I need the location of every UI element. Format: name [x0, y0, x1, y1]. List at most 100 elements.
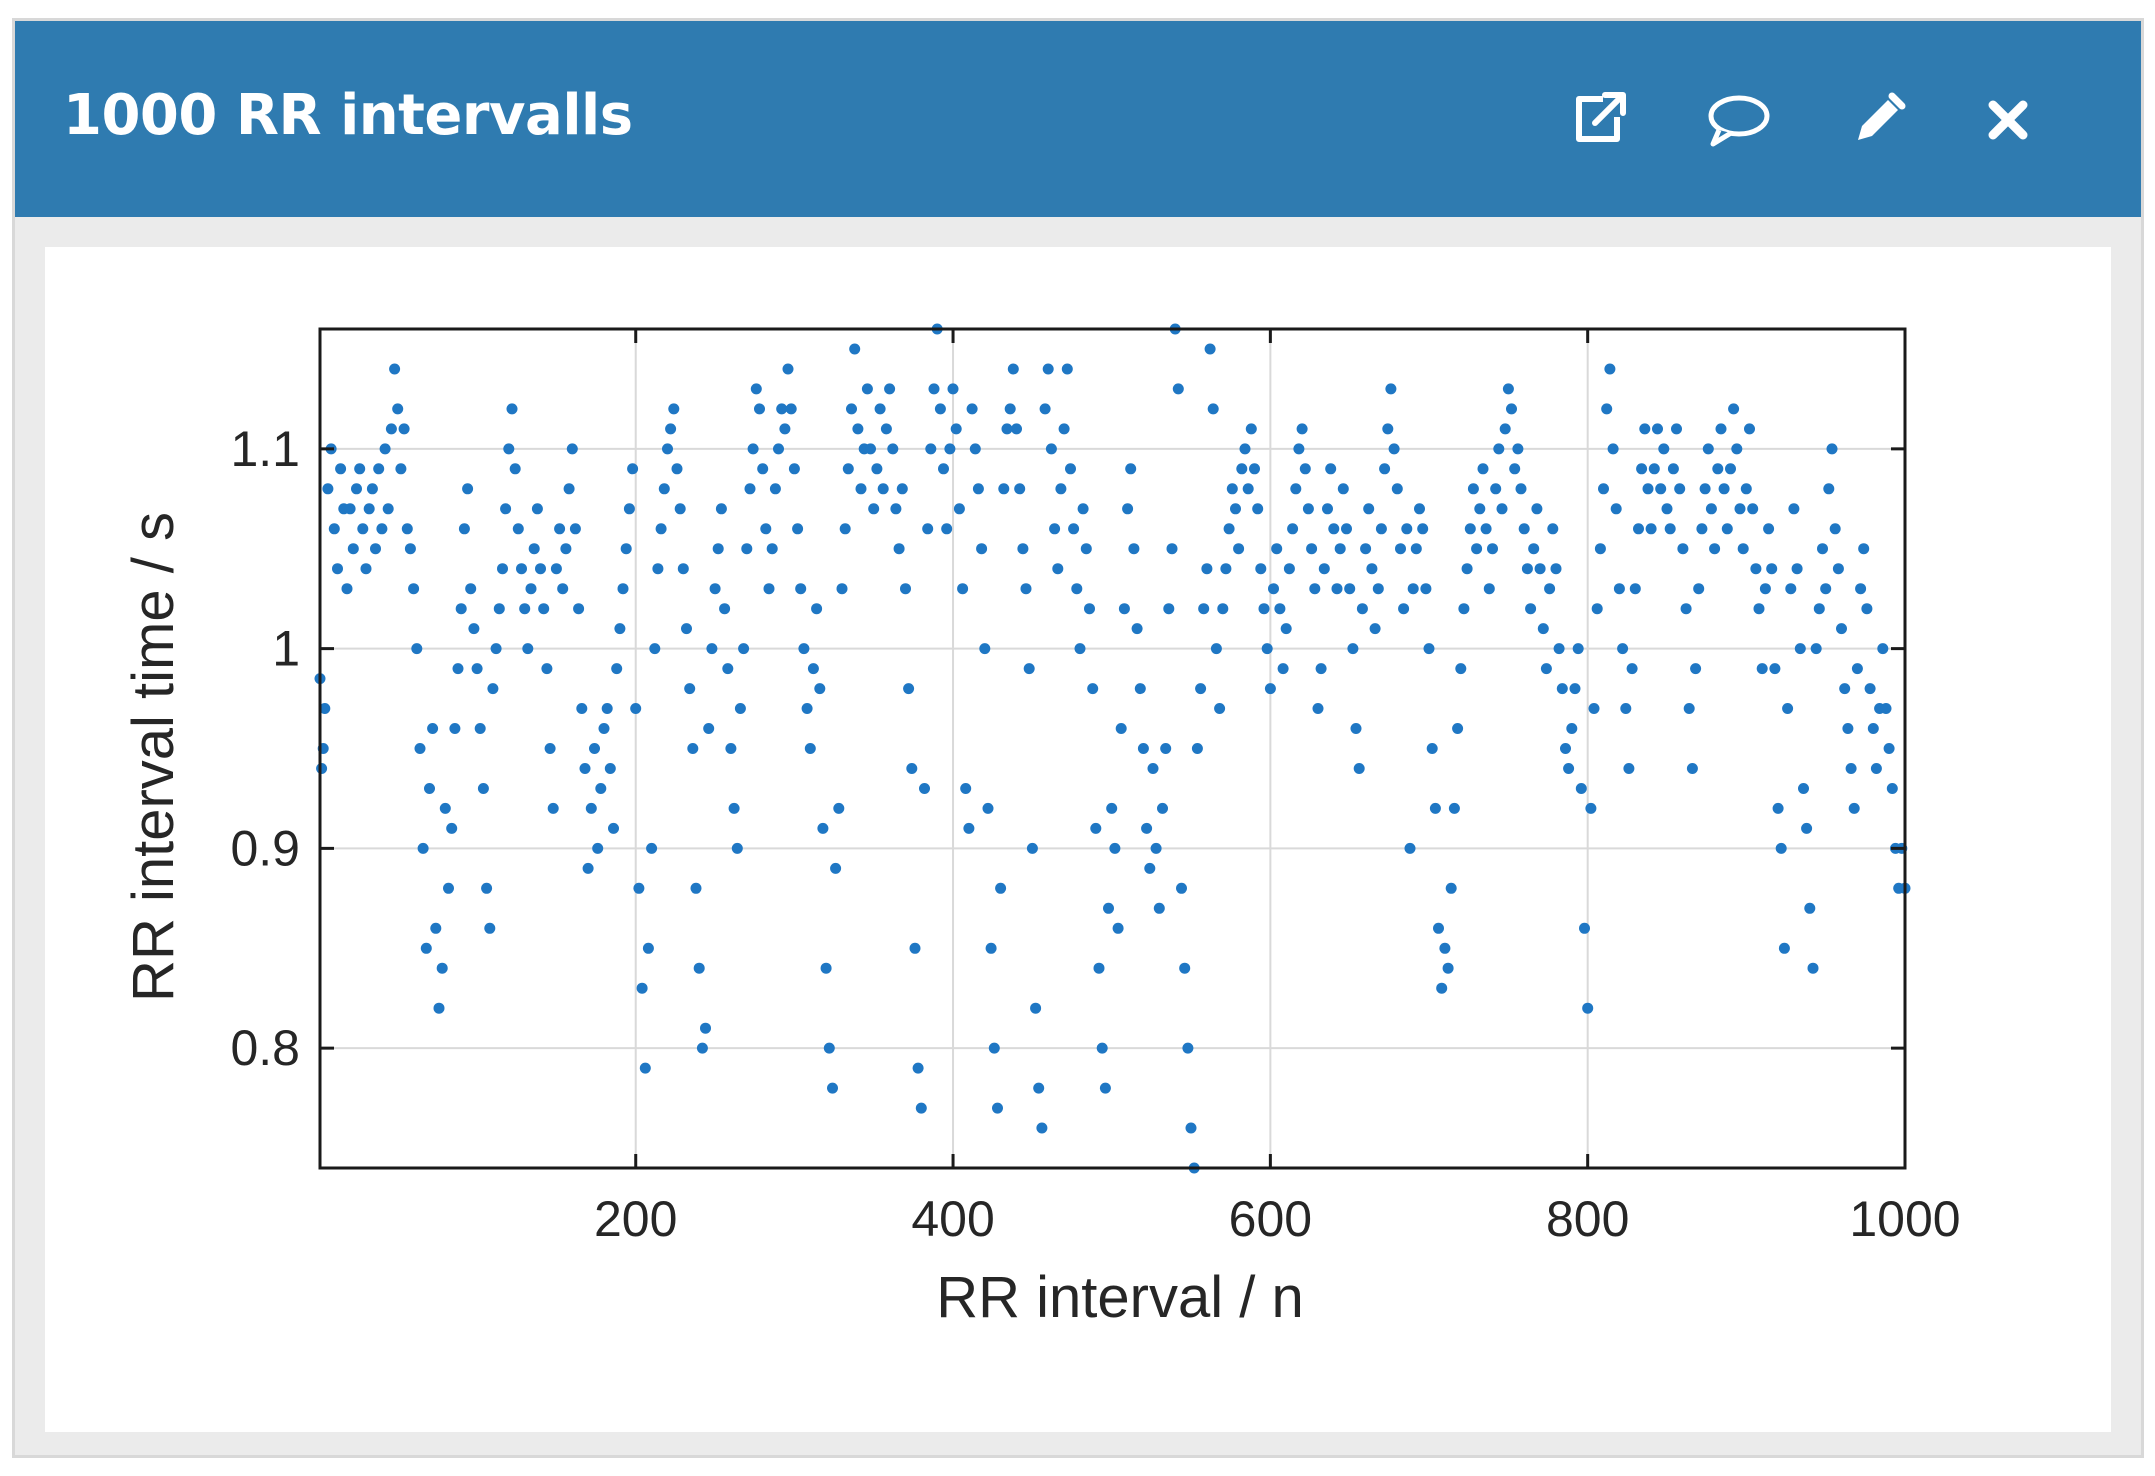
data-point [792, 523, 804, 535]
data-point [1690, 663, 1702, 675]
data-point [1369, 623, 1381, 635]
data-point [1870, 763, 1882, 774]
data-point [354, 463, 366, 475]
data-point [1115, 723, 1127, 734]
data-point [690, 882, 702, 894]
data-point [969, 443, 981, 455]
data-point [1312, 703, 1324, 714]
data-point [439, 802, 451, 814]
y-tick-label: 1 [272, 621, 300, 677]
data-point [1709, 543, 1721, 555]
data-point [709, 583, 721, 595]
data-point [1141, 822, 1153, 834]
data-point [1341, 523, 1352, 535]
data-point [687, 743, 699, 754]
data-point [547, 802, 559, 814]
data-point [1131, 623, 1143, 635]
data-point [852, 423, 864, 435]
data-point [1014, 483, 1026, 495]
data-point [1671, 423, 1682, 435]
data-point [341, 583, 353, 595]
data-point [1264, 683, 1276, 695]
data-point [754, 403, 765, 415]
data-point [1734, 503, 1746, 515]
data-point [1880, 703, 1892, 714]
data-point [1788, 503, 1800, 515]
data-point [1293, 443, 1305, 455]
data-point [1023, 663, 1035, 675]
comment-icon[interactable] [1703, 85, 1773, 155]
data-point [347, 543, 359, 555]
data-point [490, 643, 502, 655]
data-point [893, 543, 905, 555]
data-point [443, 882, 454, 894]
data-point [1077, 503, 1089, 515]
data-point [995, 882, 1007, 894]
data-point [728, 802, 740, 814]
data-point [1055, 483, 1067, 495]
data-point [1775, 842, 1787, 854]
data-point [1176, 882, 1187, 894]
data-point [1731, 443, 1743, 455]
data-point [544, 743, 556, 754]
data-point [1601, 403, 1613, 415]
data-point [1633, 523, 1644, 535]
data-point [484, 922, 496, 934]
data-point [392, 403, 404, 415]
data-point [1036, 1122, 1048, 1134]
data-point [820, 962, 832, 974]
data-point [1414, 503, 1425, 515]
data-point [1620, 703, 1632, 714]
y-tick-label: 0.8 [230, 1020, 300, 1076]
data-point [788, 463, 800, 475]
data-point [1290, 483, 1302, 495]
data-point [1274, 603, 1286, 615]
data-point [357, 523, 369, 535]
data-point [1061, 363, 1073, 375]
data-point [906, 763, 918, 774]
data-point [1480, 523, 1492, 535]
data-point [1471, 543, 1483, 555]
data-point [1750, 563, 1762, 575]
scatter-chart: 200 400 600 800 1000 0.8 0.9 1 1.1 RR interval /… [121, 323, 1961, 1330]
data-point [1553, 643, 1565, 655]
data-point [417, 842, 429, 854]
data-point [1477, 463, 1489, 475]
data-point [557, 583, 569, 595]
data-point [385, 423, 397, 435]
data-point [785, 403, 797, 415]
data-point [1759, 583, 1771, 595]
data-point [1198, 603, 1210, 615]
data-points [314, 323, 1911, 1174]
x-tick-label: 200 [594, 1191, 677, 1247]
data-point [1223, 523, 1235, 535]
y-tick-label: 1.1 [230, 421, 300, 477]
data-point [363, 503, 375, 515]
data-point [665, 423, 677, 435]
x-axis-label: RR interval / n [936, 1265, 1303, 1330]
data-point [1071, 583, 1083, 595]
data-point [1610, 503, 1622, 515]
data-point [620, 543, 632, 555]
data-point [646, 842, 658, 854]
data-point [608, 822, 619, 834]
data-point [1001, 423, 1013, 435]
data-point [925, 443, 937, 455]
data-point [1766, 563, 1778, 575]
data-point [1560, 743, 1571, 754]
data-point [1299, 463, 1311, 475]
data-point [332, 563, 343, 575]
data-point [652, 563, 664, 575]
data-point [1782, 703, 1794, 714]
data-point [1556, 683, 1568, 695]
data-point [1740, 483, 1752, 495]
data-point [376, 523, 388, 535]
data-point [1461, 563, 1473, 575]
data-point [414, 743, 426, 754]
data-point [550, 563, 562, 575]
edit-icon[interactable] [1843, 85, 1913, 155]
data-point [1807, 962, 1819, 974]
close-icon[interactable] [1973, 85, 2043, 155]
data-point [493, 603, 505, 615]
popout-icon[interactable] [1563, 85, 1633, 155]
